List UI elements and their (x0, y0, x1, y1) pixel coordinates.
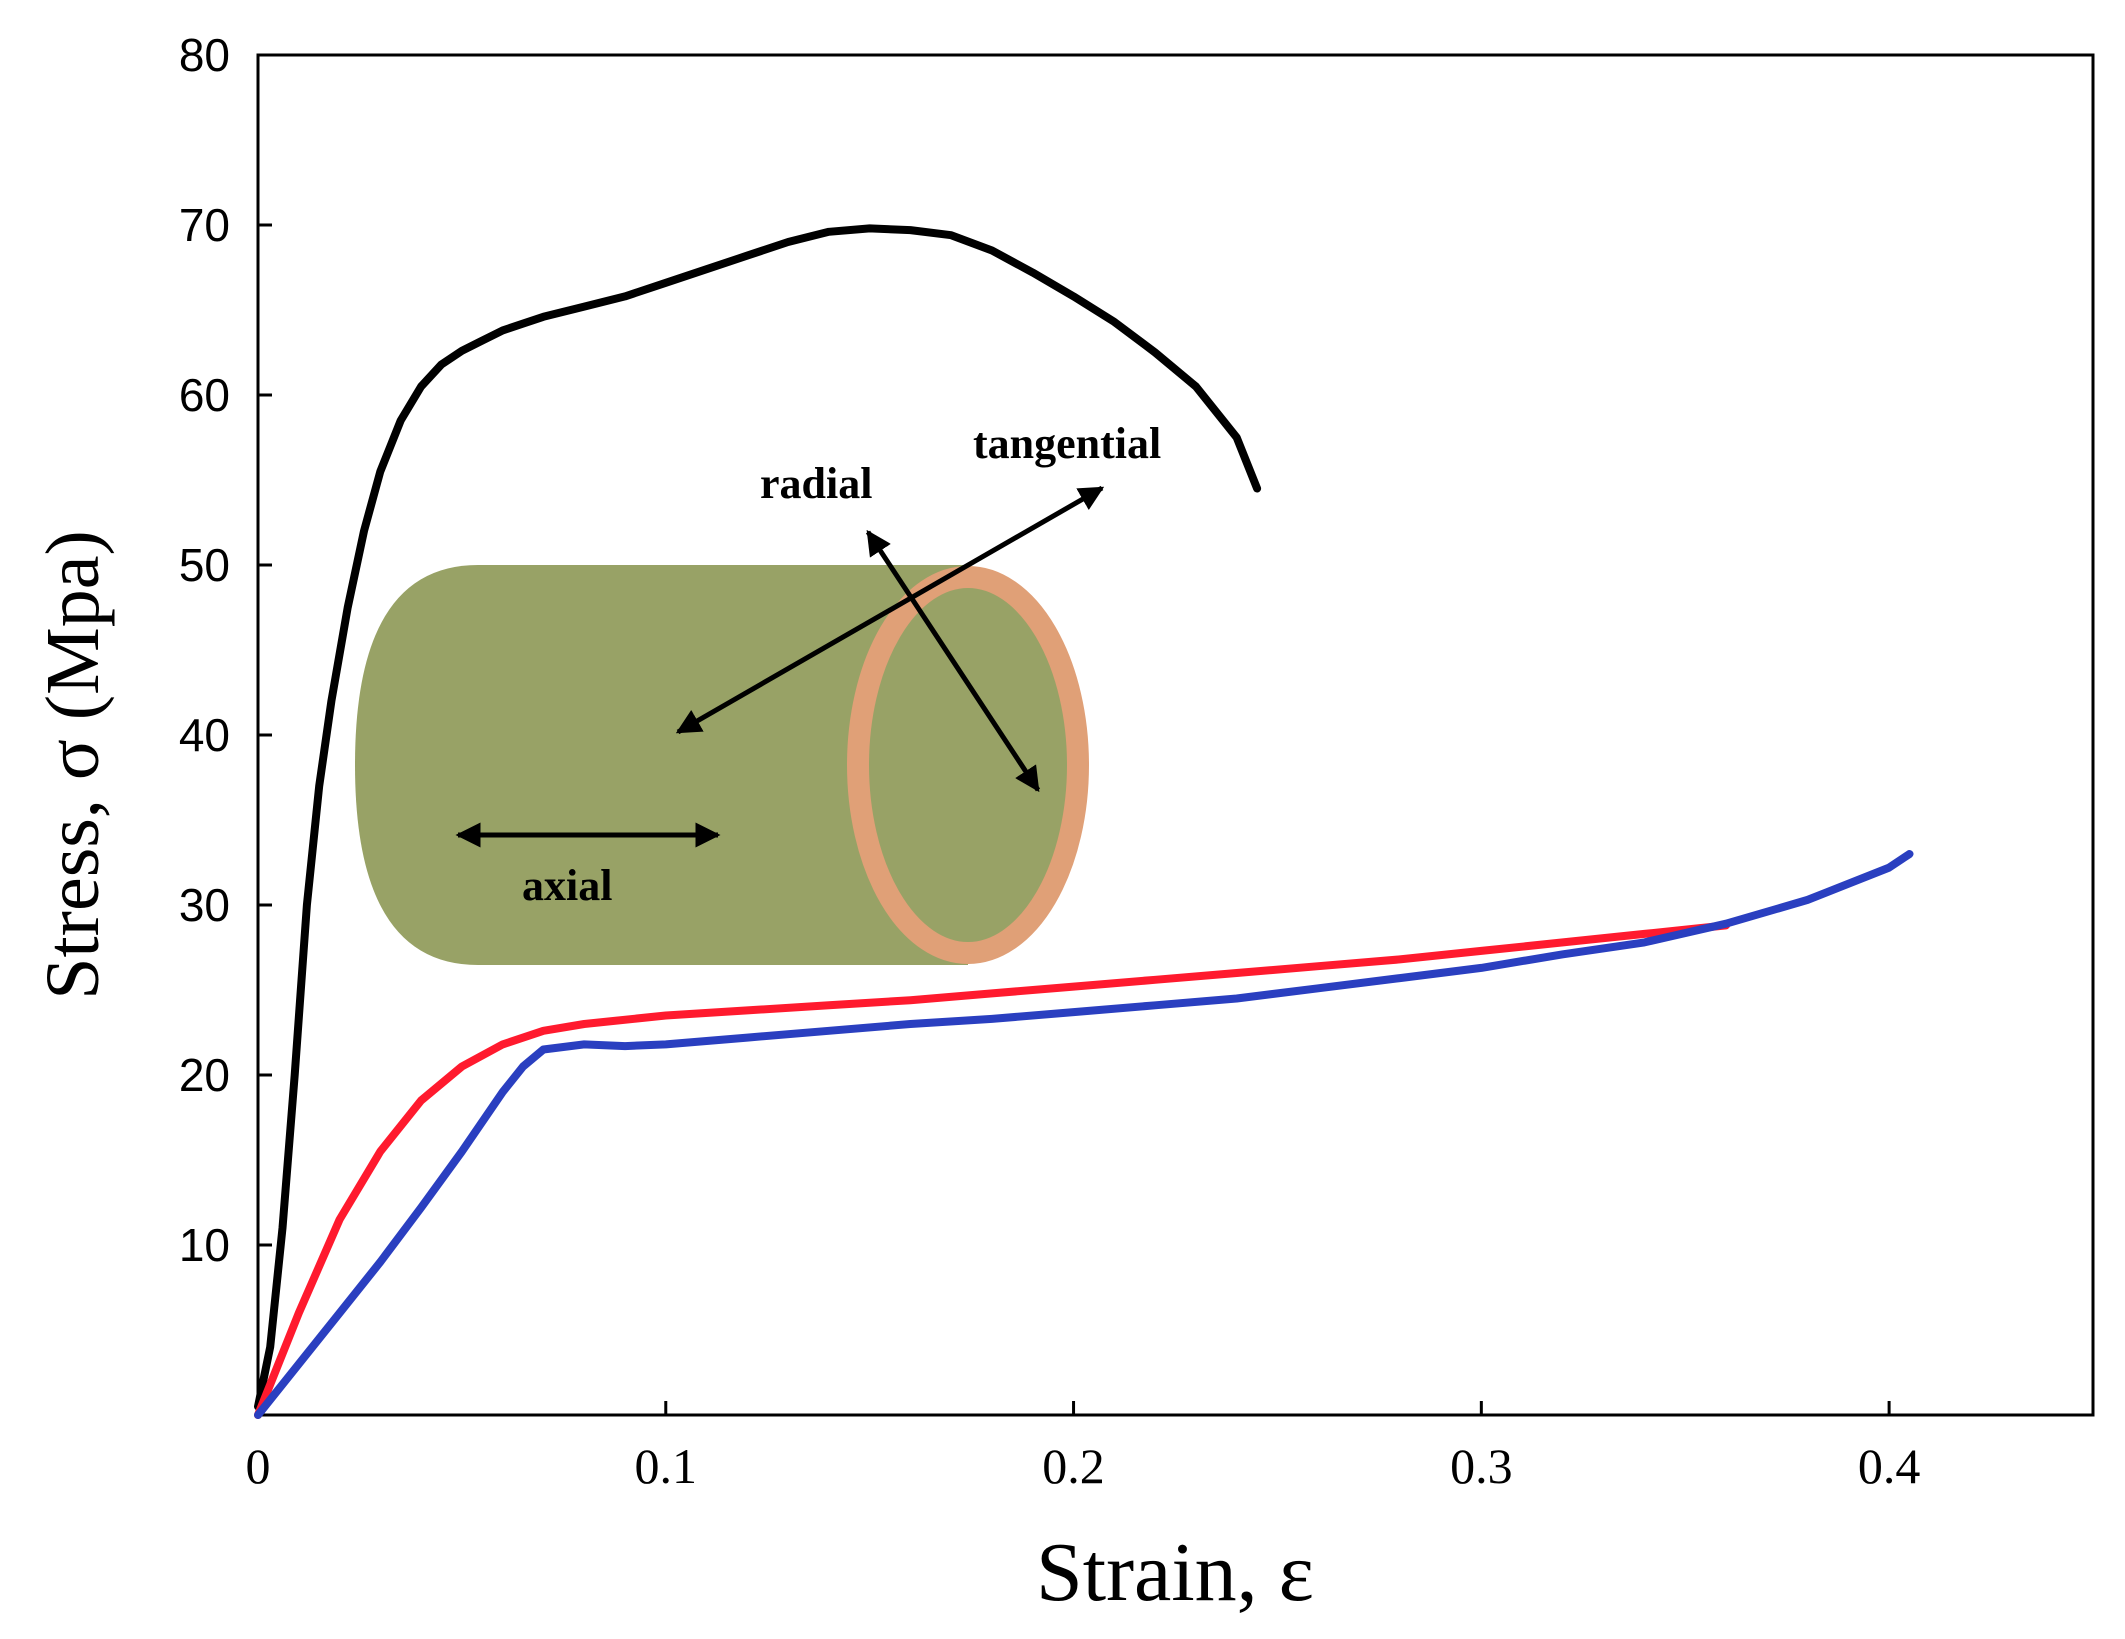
axial-label: axial (522, 861, 612, 910)
y-tick-label: 60 (179, 369, 230, 421)
x-tick-label: 0.1 (635, 1438, 698, 1494)
y-axis-label: Stress, σ (Mpa) (31, 530, 115, 999)
series-line-3 (254, 850, 1914, 1419)
y-tick-label: 10 (179, 1219, 230, 1271)
x-tick-label: 0.2 (1042, 1438, 1105, 1494)
x-axis-label: Strain, ε (1036, 1526, 1314, 1619)
y-tick-label: 80 (179, 29, 230, 81)
y-tick-label: 50 (179, 539, 230, 591)
y-tick-label: 20 (179, 1049, 230, 1101)
series-layer (254, 224, 1914, 1419)
x-tick-label: 0.4 (1858, 1438, 1921, 1494)
tangential-label: tangential (973, 419, 1161, 468)
x-tick-label: 0 (246, 1438, 271, 1494)
y-tick-label: 30 (179, 879, 230, 931)
x-tick-label: 0.3 (1450, 1438, 1513, 1494)
axis-ticks: 0 0.1 0.2 0.3 0.4 10 20 30 40 50 60 70 80 (179, 29, 1921, 1494)
y-tick-label: 70 (179, 199, 230, 251)
radial-arrow (865, 529, 1041, 793)
radial-label: radial (760, 459, 872, 508)
y-tick-label: 40 (179, 709, 230, 761)
series-line-1 (254, 224, 1262, 1411)
series-line-2 (254, 921, 1730, 1419)
cylinder-rim (847, 566, 1089, 964)
cylinder-inset: tangential radial axial (355, 419, 1161, 965)
